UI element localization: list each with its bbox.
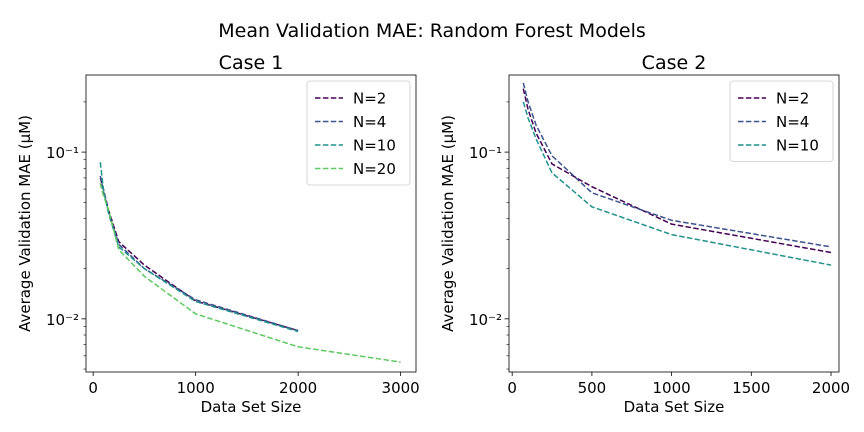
legend-label: N=2	[353, 90, 386, 108]
legend-box	[306, 80, 411, 186]
legend-label: N=4	[353, 113, 386, 131]
y-tick-label: 10⁻²	[469, 311, 502, 329]
x-tick-label: 0	[507, 379, 517, 397]
figure-title: Mean Validation MAE: Random Forest Model…	[218, 20, 646, 42]
series-line-n-2	[522, 88, 832, 254]
x-tick-label: 500	[578, 379, 607, 397]
case-2-panel: Case 2 0 500 1000 1500 2000 10⁻² 10⁻¹ Data Set S…	[439, 52, 850, 416]
x-axis-label: Data Set Size	[201, 398, 302, 416]
case-1-panel: Case 1 0 1000 2000 3000 10⁻² 10⁻¹ Data Set Size…	[16, 52, 420, 416]
y-tick-label: 10⁻¹	[46, 144, 79, 162]
x-tick-label: 1000	[653, 379, 691, 397]
x-tick-label: 2000	[279, 379, 317, 397]
y-axis-label: Average Validation MAE (μM)	[16, 115, 34, 332]
series-line-n-10	[99, 162, 299, 333]
legend-label: N=10	[353, 137, 396, 155]
legend: N=2 N=4 N=10 N=20	[306, 80, 411, 186]
legend: N=2 N=4 N=10	[729, 80, 834, 162]
x-tick-label: 0	[88, 379, 98, 397]
series-line-n-10	[522, 101, 832, 266]
series-line-n-4	[99, 175, 299, 332]
y-axis-label: Average Validation MAE (μM)	[439, 115, 457, 332]
x-tick-label: 3000	[382, 379, 420, 397]
x-axis-label: Data Set Size	[624, 398, 725, 416]
legend-label: N=20	[353, 160, 396, 178]
legend-box	[729, 80, 834, 162]
panel-title: Case 1	[219, 52, 284, 74]
y-tick-label: 10⁻²	[46, 311, 79, 329]
legend-label: N=4	[776, 113, 809, 131]
series-line-n-20	[99, 183, 401, 363]
panel-title: Case 2	[642, 52, 707, 74]
series-line-n-2	[99, 177, 299, 332]
series-line-n-4	[522, 82, 832, 248]
y-tick-label: 10⁻¹	[469, 144, 502, 162]
x-tick-label: 2000	[812, 379, 850, 397]
axes-frame	[508, 74, 840, 373]
legend-label: N=2	[776, 90, 809, 108]
legend-label: N=10	[776, 137, 819, 155]
x-tick-label: 1500	[732, 379, 770, 397]
axes-frame	[85, 74, 417, 373]
x-tick-label: 1000	[177, 379, 215, 397]
